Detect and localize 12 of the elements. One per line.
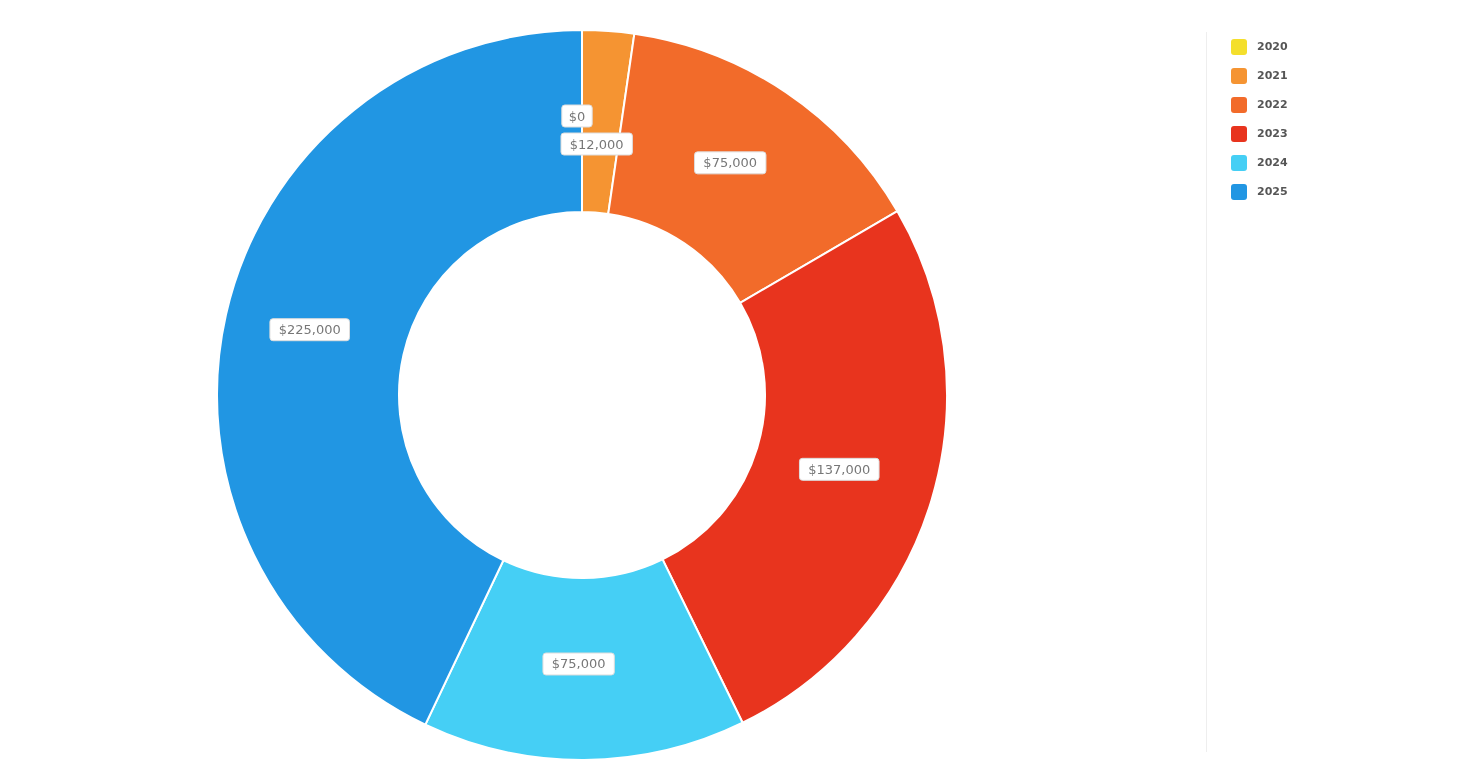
data-label: $137,000 <box>808 461 871 477</box>
legend-label: 2024 <box>1257 156 1288 169</box>
legend-label: 2025 <box>1257 185 1288 198</box>
data-label: $12,000 <box>569 136 624 152</box>
legend-label: 2023 <box>1257 127 1288 140</box>
legend-label: 2020 <box>1257 40 1288 53</box>
data-label: $75,000 <box>703 155 758 171</box>
data-label: $225,000 <box>278 322 341 338</box>
legend-label: 2022 <box>1257 98 1288 111</box>
legend-label: 2021 <box>1257 69 1288 82</box>
data-label: $75,000 <box>551 656 606 672</box>
text: $0 <box>568 108 586 124</box>
